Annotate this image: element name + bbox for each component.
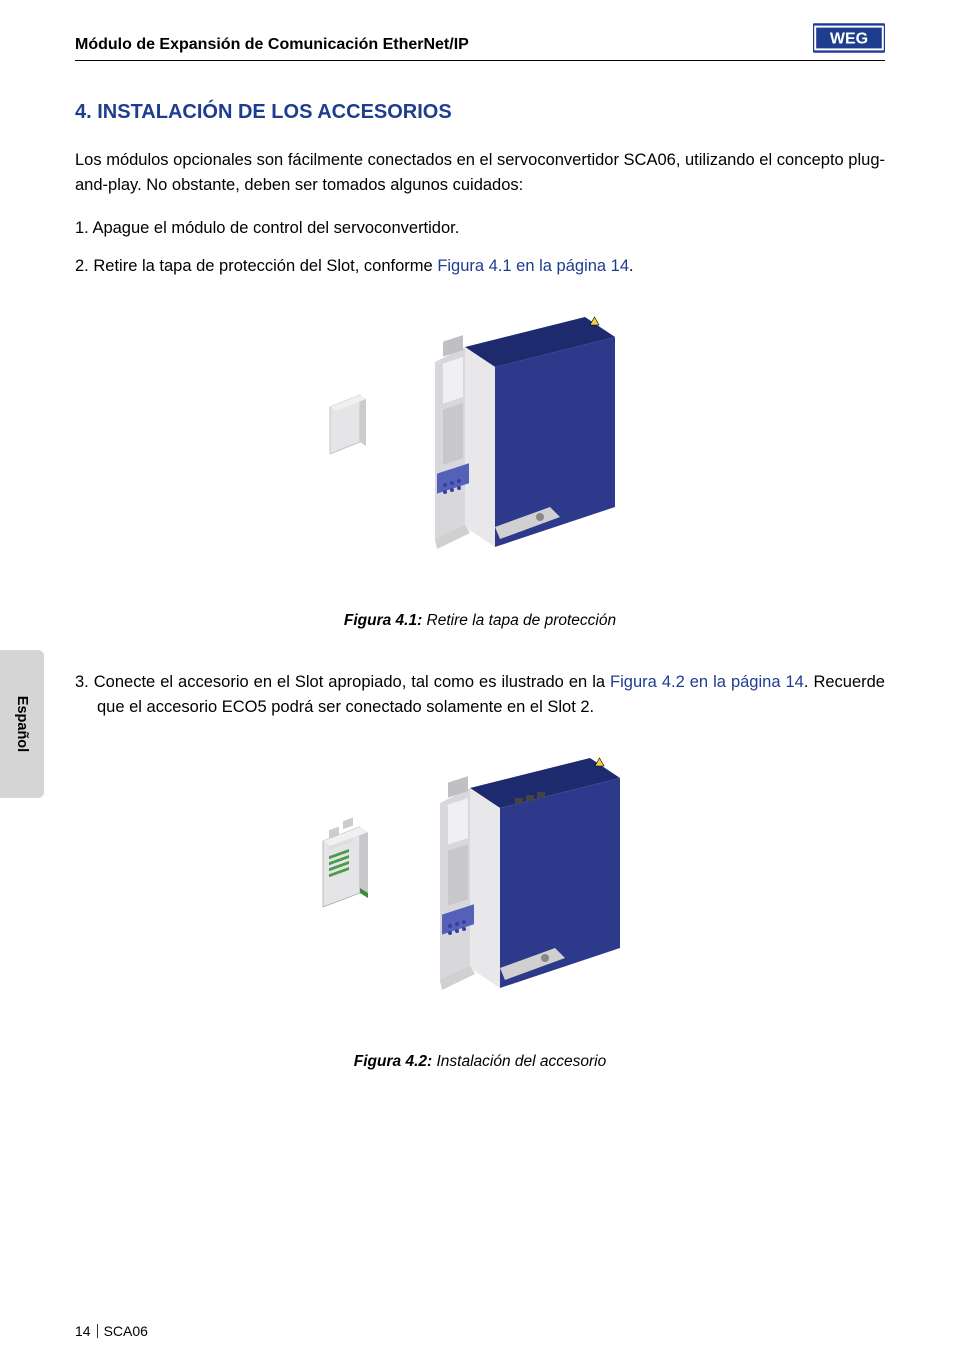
step-2: 2. Retire la tapa de protección del Slot…	[75, 254, 885, 279]
step-2-number: 2.	[75, 257, 93, 275]
language-tab-text: Español	[14, 696, 30, 752]
main-content: 4. INSTALACIÓN DE LOS ACCESORIOS Los mód…	[0, 101, 960, 630]
figure-1-label: Figura 4.1:	[344, 612, 422, 629]
header-rule	[75, 60, 885, 61]
step-1-text: Apague el módulo de control del servocon…	[92, 219, 459, 237]
figure-2-container: Figura 4.2: Instalación del accesorio	[75, 738, 885, 1071]
figure-1-container: Figura 4.1: Retire la tapa de protección	[75, 297, 885, 630]
figure-2-label: Figura 4.2:	[354, 1053, 432, 1070]
language-tab: Español	[0, 650, 44, 798]
footer-divider	[97, 1324, 98, 1338]
content-continued: 3. Conecte el accesorio en el Slot aprop…	[0, 670, 960, 1071]
section-title: 4. INSTALACIÓN DE LOS ACCESORIOS	[75, 101, 885, 124]
step-3: 3. Conecte el accesorio en el Slot aprop…	[75, 670, 885, 720]
step-2-link[interactable]: Figura 4.1 en la página 14	[437, 257, 629, 275]
header-title: Módulo de Expansión de Comunicación Ethe…	[75, 36, 469, 58]
figure-1-image	[325, 297, 635, 592]
figure-1-caption-text: Retire la tapa de protección	[422, 612, 616, 629]
weg-logo: WEG	[813, 18, 885, 58]
step-3-text-a: Conecte el accesorio en el Slot apropiad…	[94, 673, 610, 691]
step-2-text-b: .	[629, 257, 634, 275]
step-2-text-a: Retire la tapa de protección del Slot, c…	[93, 257, 437, 275]
figure-2-caption-text: Instalación del accesorio	[432, 1053, 606, 1070]
product-code: SCA06	[104, 1323, 148, 1339]
figure-2-caption: Figura 4.2: Instalación del accesorio	[75, 1053, 885, 1071]
step-1: 1. Apague el módulo de control del servo…	[75, 216, 885, 241]
intro-paragraph: Los módulos opcionales son fácilmente co…	[75, 148, 885, 198]
step-1-number: 1.	[75, 219, 92, 237]
page-header: Módulo de Expansión de Comunicación Ethe…	[0, 0, 960, 58]
page-number: 14	[75, 1323, 91, 1339]
svg-text:WEG: WEG	[830, 31, 868, 48]
step-3-number: 3.	[75, 673, 94, 691]
page-footer: 14 SCA06	[75, 1323, 148, 1339]
figure-1-caption: Figura 4.1: Retire la tapa de protección	[75, 612, 885, 630]
step-3-link[interactable]: Figura 4.2 en la página 14	[610, 673, 804, 691]
figure-2-image	[315, 738, 645, 1033]
